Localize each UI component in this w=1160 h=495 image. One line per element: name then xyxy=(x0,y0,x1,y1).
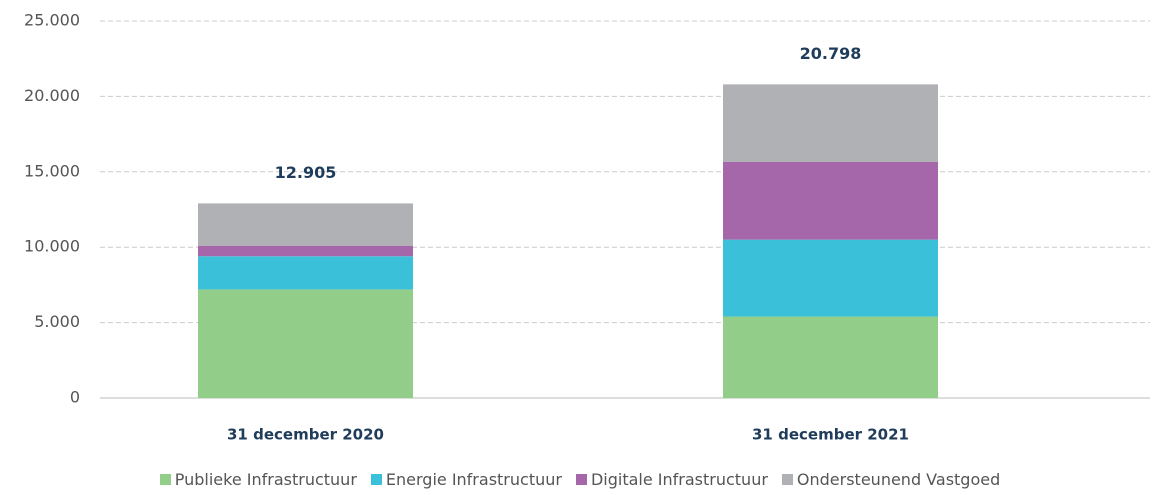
legend-label: Publieke Infrastructuur xyxy=(174,470,357,489)
total-label: 12.905 xyxy=(275,163,337,182)
chart: 0 5.000 10.000 15.000 20.000 25.000 12.905 31 d… xyxy=(24,11,1150,444)
legend-item: Energie Infrastructuur xyxy=(370,470,562,489)
legend: Publieke Infrastructuur Energie Infrastru… xyxy=(0,470,1160,489)
legend-swatch xyxy=(781,474,793,485)
legend-item: Publieke Infrastructuur xyxy=(159,470,357,489)
bar-segment xyxy=(198,256,413,290)
legend-item: Ondersteunend Vastgoed xyxy=(781,470,1001,489)
y-tick-label: 15.000 xyxy=(24,161,80,180)
legend-swatch xyxy=(575,474,587,485)
y-tick-label: 10.000 xyxy=(24,237,80,256)
y-tick-label: 20.000 xyxy=(24,86,80,105)
legend-label: Digitale Infrastructuur xyxy=(590,470,768,489)
legend-swatch xyxy=(159,474,171,485)
y-tick-label: 0 xyxy=(70,388,80,407)
legend-label: Energie Infrastructuur xyxy=(385,470,562,489)
bar-segment xyxy=(198,203,413,246)
bar-segment xyxy=(723,239,938,317)
bar-segment xyxy=(198,289,413,398)
y-tick-label: 5.000 xyxy=(34,312,80,331)
bar-segment xyxy=(723,84,938,162)
x-tick-label: 31 december 2020 xyxy=(227,426,384,444)
legend-label: Ondersteunend Vastgoed xyxy=(796,470,1001,489)
x-tick-label: 31 december 2021 xyxy=(752,426,909,444)
bar-segment xyxy=(723,161,938,240)
total-label: 20.798 xyxy=(800,44,862,63)
legend-swatch xyxy=(370,474,382,485)
bar-segment xyxy=(723,316,938,398)
bar-segment xyxy=(198,245,413,257)
y-tick-label: 25.000 xyxy=(24,11,80,30)
legend-item: Digitale Infrastructuur xyxy=(575,470,768,489)
